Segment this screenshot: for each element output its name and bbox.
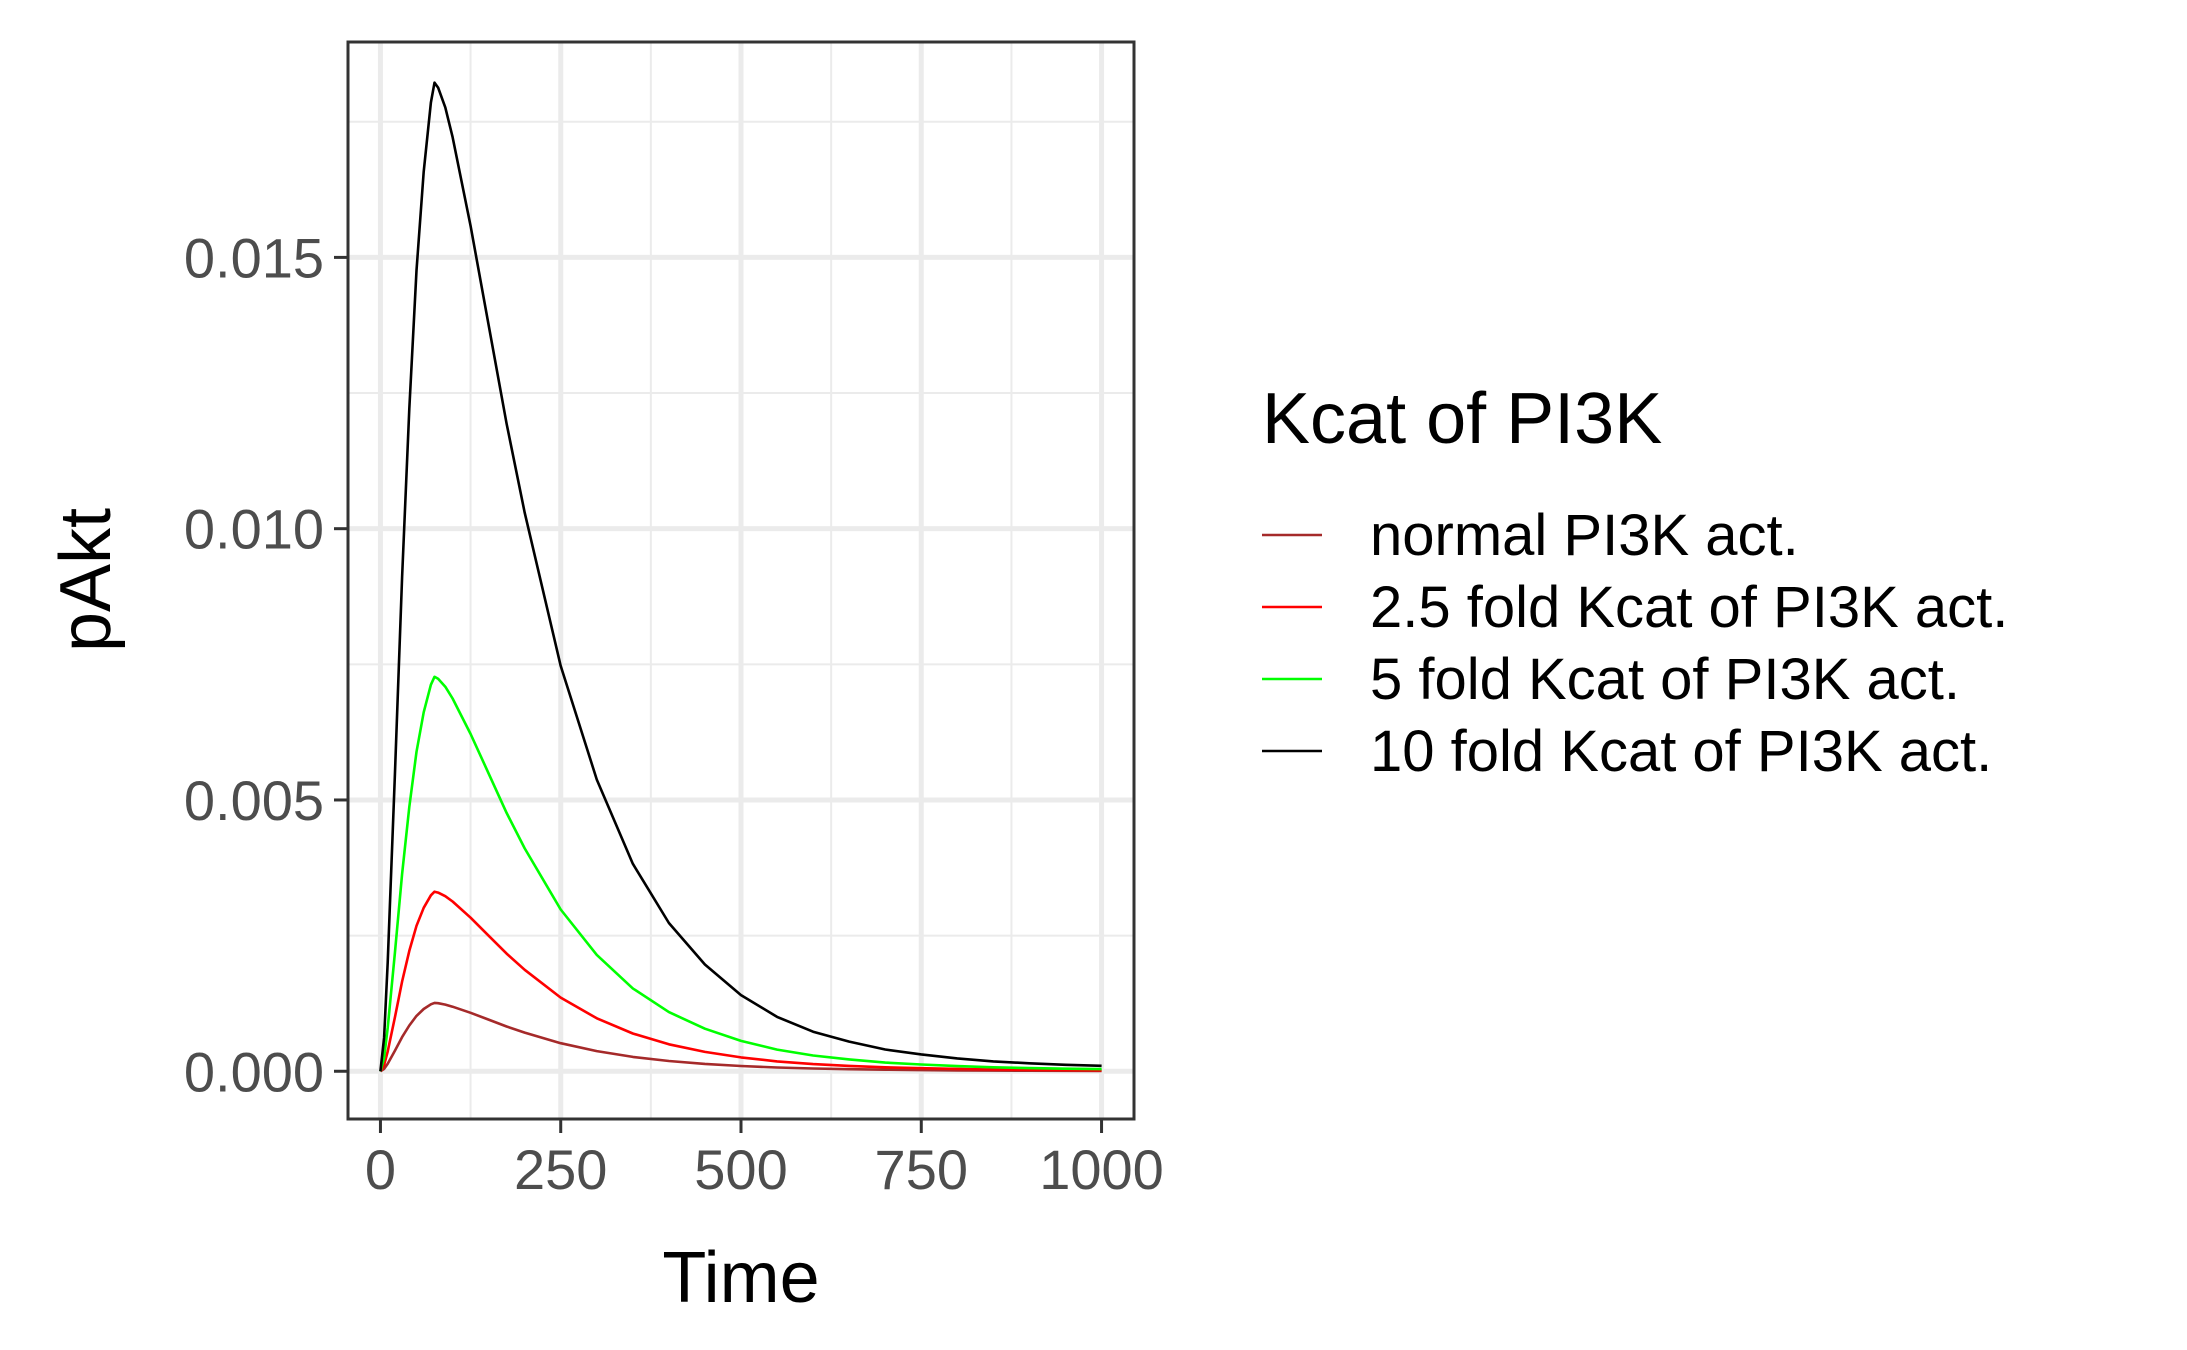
- y-axis-title: pAkt: [46, 508, 126, 652]
- legend-items: normal PI3K act. 2.5 fold Kcat of PI3K ac…: [1262, 503, 2008, 784]
- x-tick-label: 250: [514, 1138, 607, 1201]
- x-tick-label: 500: [694, 1138, 787, 1201]
- y-axis-ticks: 0.000 0.005 0.010 0.015: [184, 226, 348, 1103]
- x-axis-title: Time: [662, 1238, 819, 1318]
- series-line-1: [379, 1001, 1102, 1073]
- x-axis-ticks: 0 250 500 750 1000: [365, 1119, 1164, 1201]
- y-tick-label: 0.005: [184, 769, 324, 832]
- y-tick-label: 0.010: [184, 498, 324, 561]
- legend-item: 5 fold Kcat of PI3K act.: [1262, 647, 1960, 712]
- legend: Kcat of PI3K normal PI3K act. 2.5 fold Kc…: [1262, 379, 2008, 784]
- x-tick-label: 750: [875, 1138, 968, 1201]
- series-lines: [379, 81, 1102, 1073]
- legend-label: 10 fold Kcat of PI3K act.: [1370, 719, 1992, 784]
- x-tick-label: 1000: [1039, 1138, 1164, 1201]
- y-tick-label: 0.000: [184, 1040, 324, 1103]
- series-line-2: [379, 890, 1102, 1072]
- y-tick-label: 0.015: [184, 226, 324, 289]
- series-line-3: [379, 675, 1102, 1072]
- legend-label: normal PI3K act.: [1370, 503, 1799, 568]
- legend-label: 5 fold Kcat of PI3K act.: [1370, 647, 1960, 712]
- series-line-4: [379, 81, 1102, 1072]
- x-tick-label: 0: [365, 1138, 396, 1201]
- legend-title: Kcat of PI3K: [1262, 379, 1662, 459]
- legend-item: normal PI3K act.: [1262, 503, 1799, 568]
- legend-item: 10 fold Kcat of PI3K act.: [1262, 719, 1992, 784]
- legend-label: 2.5 fold Kcat of PI3K act.: [1370, 575, 2008, 640]
- legend-item: 2.5 fold Kcat of PI3K act.: [1262, 575, 2008, 640]
